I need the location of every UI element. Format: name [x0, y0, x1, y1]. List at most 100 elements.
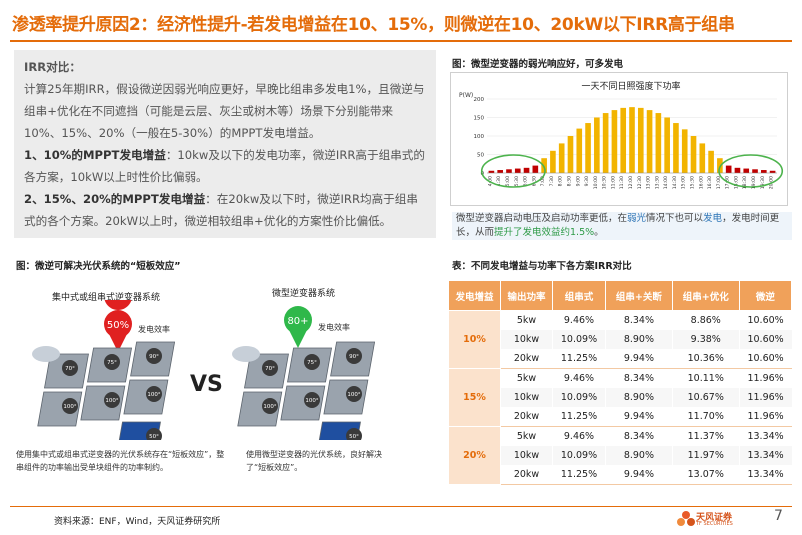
chart-x-tick: 8:00 — [558, 176, 564, 186]
power-cell: 5kw — [500, 368, 553, 388]
table-row: 20kw 11.25% 9.94% 13.07% 13.34% — [449, 464, 792, 485]
right-efficiency-label: 发电效率 — [318, 323, 350, 332]
left-pin-icon: 50% — [104, 300, 132, 352]
micro-cell: 11.96% — [738, 368, 792, 388]
left-panel-label: 100° — [63, 404, 76, 410]
chart-note-gain: 提升了发电效益约1.5% — [494, 227, 595, 238]
right-pin-icon: 80+ — [284, 306, 312, 348]
chart-x-tick: 4:30 — [496, 176, 502, 186]
right-system-title: 微型逆变器系统 — [272, 289, 336, 299]
string-cell: 10.09% — [552, 387, 606, 407]
string-shutdown-cell: 8.34% — [604, 426, 673, 446]
power-cell: 20kw — [500, 349, 553, 369]
right-pin-value: 80+ — [287, 316, 308, 327]
chart-x-tick: 9:00 — [575, 176, 581, 186]
right-shade-marker — [262, 360, 278, 376]
power-cell: 20kw — [500, 464, 553, 485]
right-panel-label: 100° — [305, 398, 318, 404]
string-optimizer-cell: 13.07% — [671, 464, 740, 485]
chart-note-b: 情况下也可以 — [646, 213, 704, 224]
chart-bar — [506, 169, 512, 173]
chart-bar — [673, 123, 679, 173]
chart-bar — [629, 107, 635, 173]
left-shade-marker — [146, 386, 162, 402]
gain-cell: 15% — [448, 368, 501, 427]
irr-text-box: IRR对比： 计算25年期IRR，假设微逆因弱光响应更好，早晚比组串多发电1%，… — [14, 50, 436, 238]
chart-x-tick: 12:00 — [628, 176, 634, 189]
string-optimizer-cell: 10.67% — [671, 387, 740, 407]
chart-bar — [567, 136, 574, 173]
right-panel-label: 75° — [307, 360, 317, 366]
chart-caption: 图：微型逆变器的弱光响应好，可多发电 — [452, 59, 624, 70]
right-highlight-circle — [718, 154, 784, 188]
chart-bar — [620, 107, 627, 173]
chart-x-tick: 19:30 — [760, 176, 766, 189]
micro-cell: 10.60% — [738, 349, 792, 369]
string-cell: 10.09% — [552, 445, 606, 465]
gain-cell: 10% — [448, 310, 501, 369]
chart-x-tick: 11:00 — [610, 176, 616, 189]
logo-text: 天风证券 — [696, 513, 733, 523]
power-chart: 一天不同日照强度下功率 P(W) 200 150 100 50 0 4:00 4:30 5:00 5… — [450, 72, 788, 206]
chart-x-tick: 14:30 — [672, 176, 678, 189]
right-shade-marker — [346, 386, 362, 402]
chart-x-tick: 17:00 — [716, 176, 722, 189]
left-panel-label: 75° — [107, 360, 117, 366]
chart-bar — [558, 143, 565, 173]
chart-bar — [699, 143, 706, 173]
chart-x-tick: 18:30 — [742, 176, 748, 189]
chart-x-tick: 15:30 — [690, 176, 696, 189]
chart-bar — [523, 167, 530, 173]
chart-bar — [725, 165, 732, 173]
chart-bar — [752, 169, 758, 173]
chart-bar — [708, 150, 714, 173]
chart-bar — [585, 123, 591, 173]
chart-x-tick: 9:30 — [584, 176, 590, 186]
chart-bar — [769, 170, 776, 173]
chart-ylabel: P(W) — [459, 92, 473, 99]
chart-bar — [488, 170, 495, 173]
micro-cell: 13.34% — [738, 445, 792, 465]
right-panel-label: 50° — [349, 434, 359, 440]
chart-bar — [690, 136, 697, 173]
right-cloud-icon — [232, 346, 260, 362]
micro-cell: 11.96% — [738, 406, 792, 427]
left-shade-marker — [146, 348, 162, 364]
right-panel-label: 90° — [349, 354, 359, 360]
chart-bar — [611, 110, 618, 173]
string-shutdown-cell: 8.34% — [604, 310, 673, 330]
string-shutdown-cell: 9.94% — [604, 349, 673, 369]
page-title: 渗透率提升原因2：经济性提升-若发电增益在10、15%，则微逆在10、20kW以… — [12, 15, 735, 35]
chart-bar — [576, 128, 583, 173]
left-cloud-icon — [32, 346, 60, 362]
chart-x-tick: 16:30 — [707, 176, 713, 189]
power-cell: 20kw — [500, 406, 553, 427]
right-shade-marker — [346, 428, 362, 440]
chart-x-tick: 15:00 — [681, 176, 687, 189]
table-row: 20kw 11.25% 9.94% 10.36% 10.60% — [449, 349, 792, 369]
irr-table-header-row: 发电增益 输出功率 组串式 组串+关断 组串+优化 微逆 — [448, 280, 793, 311]
chart-title: 一天不同日照强度下功率 — [581, 80, 680, 92]
chart-x-tick: 11:30 — [619, 176, 625, 189]
page-number: 7 — [774, 508, 783, 524]
irr-table: 发电增益 输出功率 组串式 组串+关断 组串+优化 微逆 10% 5kw 9.46%… — [448, 280, 793, 485]
chart-x-tick: 7:00 — [540, 176, 546, 186]
chart-x-tick: 6:30 — [531, 176, 537, 186]
string-optimizer-cell: 11.70% — [671, 406, 740, 427]
irr-item1-bold: 1、10%的MPPT发电增益 — [24, 148, 166, 162]
string-shutdown-cell: 9.94% — [604, 406, 673, 427]
chart-bar — [743, 168, 750, 173]
power-cell: 10kw — [500, 445, 553, 465]
right-panel-label: 100° — [347, 392, 360, 398]
chart-x-tick: 7:30 — [549, 176, 555, 186]
micro-cell: 10.60% — [738, 329, 792, 350]
table-row: 15% 5kw 9.46% 8.34% 10.11% 11.96% — [448, 368, 792, 427]
title-divider — [10, 40, 792, 42]
irr-heading: IRR对比： — [24, 60, 81, 74]
micro-cell: 13.34% — [738, 464, 792, 485]
chart-x-tick: 10:30 — [602, 176, 608, 189]
left-panel-label: 100° — [105, 398, 118, 404]
tf-logo-icon — [677, 511, 695, 526]
logo-subtext: TF SECURITIES — [696, 521, 733, 527]
